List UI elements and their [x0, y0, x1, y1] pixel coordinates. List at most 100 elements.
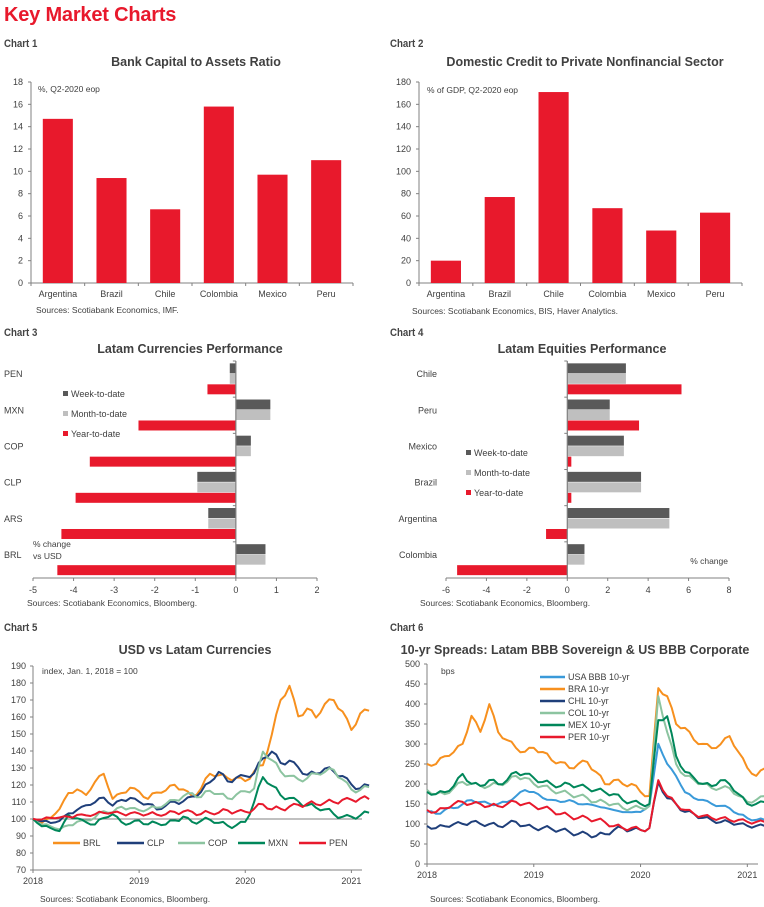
chart-4-note: % change — [690, 556, 728, 566]
bar-colombia — [592, 208, 623, 283]
y-tick-label: 120 — [11, 780, 26, 790]
chart-3-note-line-1: % change — [33, 539, 71, 549]
category-label: Argentina — [39, 289, 78, 299]
chart-2-title: Domestic Credit to Private Nonfinancial … — [446, 55, 723, 69]
chart-1-label: Chart 1 — [4, 38, 38, 50]
x-tick-label: -5 — [29, 585, 37, 595]
series-line-bra-10-yr — [426, 687, 764, 798]
chart-5-label: Chart 5 — [4, 622, 38, 634]
category-label: Colombia — [399, 550, 437, 560]
y-tick-label: 190 — [11, 661, 26, 671]
chart-6-label: Chart 6 — [390, 622, 424, 634]
x-tick-label: 2019 — [129, 876, 149, 886]
y-tick-label: 450 — [405, 679, 420, 689]
legend-label: Year-to-date — [71, 429, 120, 439]
y-tick-label: 12 — [13, 144, 23, 154]
bar-brazil-year-to-date — [567, 492, 572, 503]
series-line-pen — [32, 795, 370, 821]
legend-label: MXN — [268, 838, 288, 848]
bar-clp-month-to-date — [197, 482, 236, 493]
chart-1-source: Sources: Scotiabank Economics, IMF. — [36, 305, 179, 315]
bar-peru-year-to-date — [567, 420, 640, 431]
series-line-per-10-yr — [426, 779, 764, 833]
bar-brl-year-to-date — [57, 565, 236, 576]
bar-colombia-month-to-date — [567, 554, 585, 565]
x-tick-label: 0 — [233, 585, 238, 595]
category-label: ARS — [4, 514, 23, 524]
legend-swatch — [63, 431, 68, 436]
y-tick-label: 6 — [18, 211, 23, 221]
y-tick-label: 100 — [405, 819, 420, 829]
y-tick-label: 140 — [396, 122, 411, 132]
y-tick-label: 180 — [11, 678, 26, 688]
y-tick-label: 140 — [11, 746, 26, 756]
category-label: BRL — [4, 550, 22, 560]
x-tick-label: -2 — [523, 585, 531, 595]
legend-background — [538, 684, 648, 696]
page-title: Key Market Charts — [4, 4, 177, 26]
category-label: Brazil — [488, 289, 511, 299]
y-tick-label: 80 — [401, 189, 411, 199]
y-tick-label: 100 — [11, 814, 26, 824]
category-label: CLP — [4, 478, 22, 488]
chart-4-source: Sources: Scotiabank Economics, Bloomberg… — [420, 598, 590, 608]
legend-label: BRA 10-yr — [568, 684, 609, 694]
legend-swatch — [466, 490, 471, 495]
category-label: Brazil — [414, 478, 437, 488]
legend-label: MEX 10-yr — [568, 720, 611, 730]
legend-background — [538, 732, 648, 744]
bar-peru-month-to-date — [567, 410, 610, 420]
x-tick-label: -2 — [151, 585, 159, 595]
series-line-mxn — [32, 776, 370, 833]
bar-chile-month-to-date — [567, 373, 626, 384]
bar-brl-week-to-date — [235, 544, 266, 555]
chart-3-note-line-2: vs USD — [33, 551, 62, 561]
chart-2-domestic-credit: Domestic Credit to Private Nonfinancial … — [396, 55, 743, 316]
bar-mexico — [257, 174, 288, 283]
bar-argentina-week-to-date — [567, 508, 670, 519]
y-tick-label: 40 — [401, 233, 411, 243]
legend-swatch — [466, 450, 471, 455]
bar-brazil — [96, 178, 127, 283]
chart-4-label: Chart 4 — [390, 327, 424, 339]
chart-5-usd-vs-latam: USD vs Latam Currencies index, Jan. 1, 2… — [11, 643, 370, 904]
bar-argentina-year-to-date — [546, 528, 568, 539]
chart-6-plot: 0 50 100 150 200 250 300 350 400 450 500 2018 2019 20… — [405, 659, 764, 880]
chart-5-note: index, Jan. 1, 2018 = 100 — [42, 666, 138, 676]
category-label: Mexico — [408, 441, 437, 451]
y-tick-label: 0 — [18, 278, 23, 288]
chart-2-label: Chart 2 — [390, 38, 424, 50]
y-tick-label: 160 — [11, 712, 26, 722]
legend-swatch — [63, 391, 68, 396]
bar-argentina-month-to-date — [567, 518, 670, 529]
legend-label: CLP — [147, 838, 165, 848]
x-tick-label: 8 — [726, 585, 731, 595]
chart-5-title: USD vs Latam Currencies — [119, 643, 272, 657]
category-label: Mexico — [258, 289, 287, 299]
bar-clp-year-to-date — [75, 492, 236, 503]
y-tick-label: 0 — [406, 278, 411, 288]
y-tick-label: 18 — [13, 77, 23, 87]
y-tick-label: 180 — [396, 77, 411, 87]
bar-ars-month-to-date — [208, 518, 236, 529]
category-label: Argentina — [427, 289, 466, 299]
y-tick-label: 500 — [405, 659, 420, 669]
chart-3-source: Sources: Scotiabank Economics, Bloomberg… — [27, 598, 197, 608]
legend-label: USA BBB 10-yr — [568, 672, 630, 682]
category-label: Peru — [706, 289, 725, 299]
bar-mexico-week-to-date — [567, 435, 624, 446]
y-tick-label: 0 — [415, 859, 420, 869]
category-label: COP — [4, 441, 24, 451]
chart-5-source: Sources: Scotiabank Economics, Bloomberg… — [40, 894, 210, 904]
x-tick-label: -6 — [442, 585, 450, 595]
category-label: Argentina — [398, 514, 437, 524]
chart-6-title: 10-yr Spreads: Latam BBB Sovereign & US … — [401, 643, 750, 657]
chart-1-plot: 0 2 4 6 8 10 12 14 16 18 Argentina Brazil Chile Colom… — [13, 77, 354, 299]
bar-ars-week-to-date — [208, 508, 236, 519]
y-tick-label: 120 — [396, 144, 411, 154]
bar-brazil — [484, 197, 515, 283]
bar-brazil-month-to-date — [567, 482, 642, 493]
bar-chile-week-to-date — [567, 363, 626, 374]
series-line-brl — [32, 684, 370, 824]
bar-mexico-year-to-date — [567, 456, 572, 467]
